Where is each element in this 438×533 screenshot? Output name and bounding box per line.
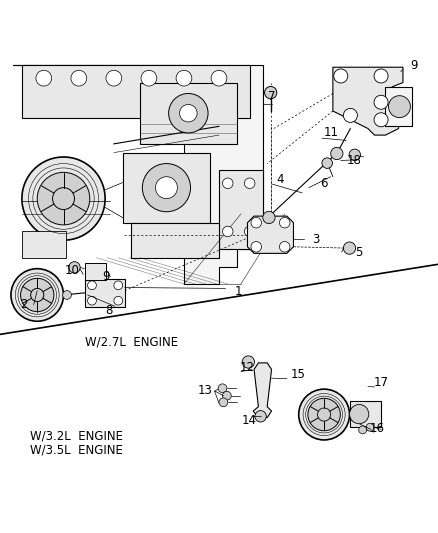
Text: 1: 1 [235, 285, 243, 298]
Circle shape [265, 86, 277, 99]
FancyBboxPatch shape [123, 152, 210, 223]
Text: W/2.7L  ENGINE: W/2.7L ENGINE [85, 335, 179, 349]
Circle shape [63, 290, 71, 300]
Text: 13: 13 [198, 384, 212, 398]
Circle shape [244, 226, 255, 237]
Circle shape [322, 158, 332, 168]
FancyBboxPatch shape [385, 87, 412, 126]
Circle shape [366, 423, 374, 431]
Text: 7: 7 [268, 90, 276, 103]
FancyBboxPatch shape [22, 231, 66, 258]
Circle shape [180, 104, 197, 122]
Circle shape [223, 226, 233, 237]
Text: 8: 8 [105, 304, 112, 317]
FancyBboxPatch shape [219, 170, 263, 249]
Circle shape [223, 391, 231, 400]
Text: 9: 9 [410, 59, 418, 71]
Circle shape [374, 113, 388, 127]
FancyBboxPatch shape [140, 83, 237, 144]
Circle shape [299, 389, 350, 440]
Text: 17: 17 [374, 376, 389, 389]
Circle shape [114, 296, 123, 305]
Text: 3: 3 [312, 233, 319, 246]
Circle shape [318, 408, 331, 421]
Circle shape [88, 281, 96, 290]
Circle shape [155, 177, 177, 199]
Text: 14: 14 [242, 414, 257, 427]
Text: 5: 5 [356, 246, 363, 259]
Circle shape [389, 96, 410, 118]
Circle shape [242, 356, 254, 368]
Circle shape [223, 178, 233, 189]
Polygon shape [253, 363, 272, 418]
Circle shape [374, 95, 388, 109]
Text: 9: 9 [102, 270, 110, 283]
Circle shape [331, 147, 343, 159]
Text: 15: 15 [290, 368, 305, 381]
Text: 12: 12 [240, 361, 255, 374]
Circle shape [37, 172, 90, 225]
Text: 18: 18 [346, 154, 361, 167]
FancyBboxPatch shape [350, 401, 381, 427]
Circle shape [251, 241, 261, 252]
Circle shape [53, 188, 74, 209]
Circle shape [263, 211, 275, 223]
Circle shape [11, 269, 64, 321]
Circle shape [141, 70, 157, 86]
FancyBboxPatch shape [85, 279, 125, 307]
Circle shape [374, 69, 388, 83]
Text: 16: 16 [370, 422, 385, 435]
Circle shape [279, 241, 290, 252]
Text: 11: 11 [323, 126, 338, 140]
Circle shape [359, 426, 367, 434]
Text: 4: 4 [276, 173, 284, 186]
Text: W/3.5L  ENGINE: W/3.5L ENGINE [30, 444, 123, 457]
Circle shape [142, 164, 191, 212]
Circle shape [343, 108, 357, 123]
Circle shape [251, 217, 261, 228]
Circle shape [71, 70, 87, 86]
Circle shape [21, 278, 54, 312]
Circle shape [343, 242, 356, 254]
Text: 2: 2 [20, 298, 28, 311]
Circle shape [36, 70, 52, 86]
Circle shape [219, 398, 228, 407]
Text: W/3.2L  ENGINE: W/3.2L ENGINE [30, 430, 123, 443]
Circle shape [211, 70, 227, 86]
Circle shape [69, 262, 80, 273]
Circle shape [176, 70, 192, 86]
FancyBboxPatch shape [85, 263, 106, 280]
Circle shape [279, 217, 290, 228]
Circle shape [22, 157, 105, 240]
Circle shape [169, 93, 208, 133]
Circle shape [350, 405, 369, 424]
FancyBboxPatch shape [131, 223, 219, 258]
Circle shape [244, 178, 255, 189]
Circle shape [31, 288, 44, 302]
Text: 6: 6 [320, 177, 328, 190]
Circle shape [334, 69, 348, 83]
Circle shape [88, 296, 96, 305]
Circle shape [255, 410, 266, 422]
Circle shape [114, 281, 123, 290]
Circle shape [308, 398, 340, 431]
Text: 10: 10 [65, 264, 80, 277]
Circle shape [218, 384, 227, 393]
Polygon shape [247, 216, 293, 253]
Circle shape [106, 70, 122, 86]
Polygon shape [333, 67, 403, 135]
Polygon shape [13, 65, 263, 284]
FancyBboxPatch shape [22, 65, 250, 118]
Circle shape [349, 149, 360, 160]
